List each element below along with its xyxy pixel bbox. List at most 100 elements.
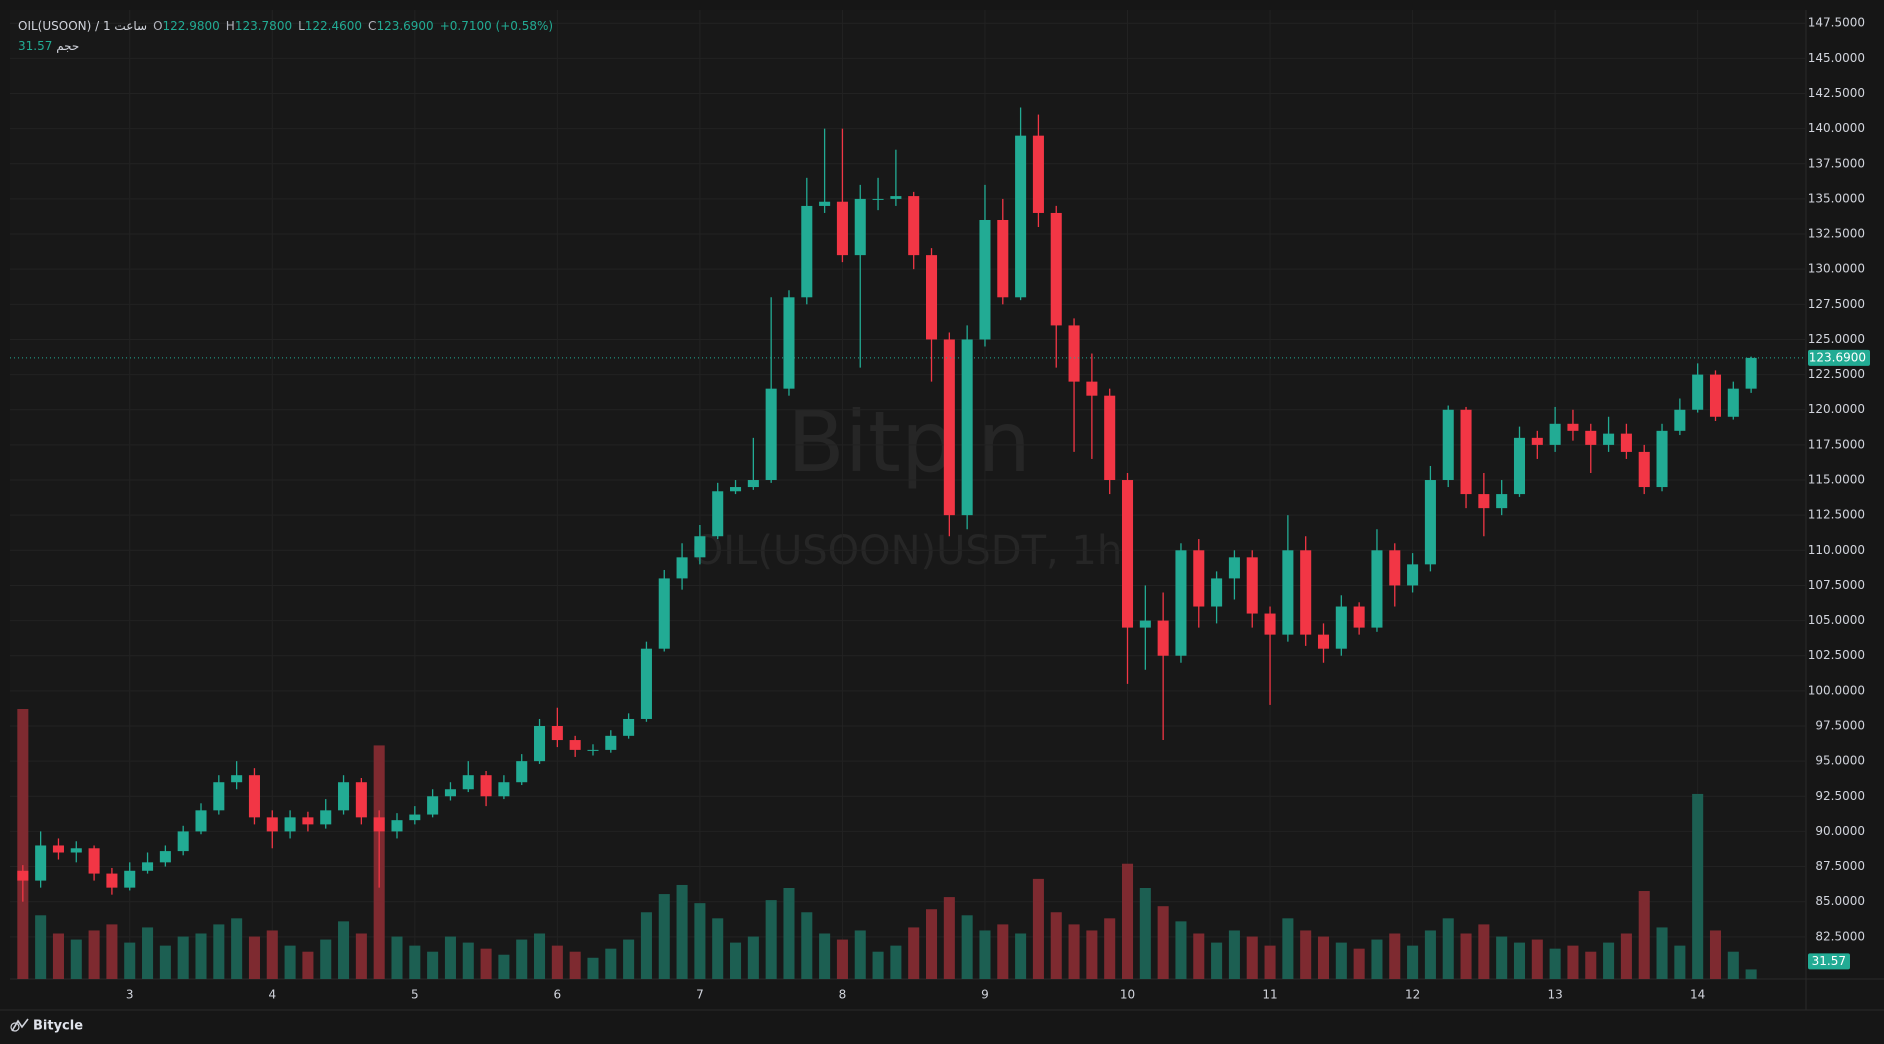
volume-bar [1727,951,1739,979]
volume-bar [52,933,64,979]
volume-bar [444,936,456,979]
candle-body [1513,437,1526,495]
volume-bar [676,884,688,979]
candle-body [1050,212,1062,326]
y-tick-label: 112.5000 [1808,508,1865,522]
candle-body [248,775,260,818]
candle-body [712,491,724,537]
candle-body [872,198,884,200]
ohlc-value: 123.7800 [234,19,293,33]
candle-body [569,740,581,750]
x-tick-label: 9 [981,988,989,1002]
volume-bar [1674,945,1686,979]
candle-body [676,557,688,579]
candle-body [640,648,652,719]
volume-bar [1335,942,1347,979]
volume-bar [1513,942,1526,979]
candle-body [302,817,314,825]
volume-bar [694,903,706,979]
y-tick-label: 90.0000 [1815,824,1865,838]
volume-bar [943,897,955,979]
plot-area [10,10,1806,979]
volume-bar [1371,939,1383,979]
candle-body [1460,409,1472,495]
candle-body [373,817,385,832]
candle-body [1638,451,1650,488]
candle-body [1692,374,1704,410]
candle-body [106,873,118,888]
candle-body [1603,433,1615,445]
volume-bar [765,900,777,979]
volume-bar [1603,942,1615,979]
candle-body [17,870,29,881]
candle-body [1353,606,1365,628]
y-tick-label: 135.0000 [1808,191,1865,205]
x-tick-label: 6 [554,988,562,1002]
y-tick-label: 102.5000 [1808,648,1865,662]
candle-body [355,782,367,818]
candle-body [320,810,332,825]
candle-body [231,775,243,783]
symbol[interactable]: OIL(USOON) / 1 ساعت [18,19,148,33]
candle-body [1193,550,1205,607]
candle-body [195,810,207,832]
volume-bar [1157,906,1169,979]
candle-body [480,775,492,797]
volume-bar [1478,924,1490,979]
volume-bar [1139,887,1151,979]
x-tick-label: 10 [1120,988,1135,1002]
volume-bar [551,945,563,979]
candle-body [587,749,599,751]
candle-body [159,851,171,863]
volume-bar [1228,930,1240,979]
volume-value: 31.57 [18,39,53,53]
volume-bar [177,936,189,979]
candle-body [534,725,546,762]
y-tick-label: 142.5000 [1808,86,1865,100]
candle-body [1335,606,1347,649]
volume-bar [783,887,795,979]
candle-body [1175,550,1187,656]
volume-bar [569,951,581,979]
candle-body [1371,550,1383,628]
y-tick-label: 132.5000 [1808,227,1865,241]
candle-body [35,845,47,881]
y-tick-label: 92.5000 [1815,789,1865,803]
candle-body [1496,494,1508,509]
volume-bar [213,924,225,979]
volume-bar [1317,936,1330,979]
watermark-symbol: OIL(USOON)USDT, 1h [692,528,1122,574]
candle-body [908,196,920,256]
footer-brand[interactable]: Bitycle [33,1019,83,1034]
y-tick-label: 107.5000 [1808,578,1865,592]
candle-body [765,388,777,481]
candle-body [605,735,617,750]
x-tick-label: 13 [1547,988,1562,1002]
candle-body [551,725,563,741]
y-tick-label: 120.0000 [1808,402,1865,416]
ohlc-value: 123.6900 [376,19,434,33]
volume-bar [302,951,314,979]
candle-body [1709,374,1722,417]
volume-bar [1638,891,1650,979]
candle-body [124,870,136,888]
candle-body [623,718,635,736]
candle-body [1015,135,1027,298]
volume-bar [409,945,421,979]
volume-bar [1175,921,1187,979]
volume-bar [1460,933,1472,979]
y-tick-label: 110.0000 [1808,543,1865,557]
y-tick-label: 87.5000 [1815,859,1865,873]
volume-bar [124,942,136,979]
volume-bar [88,930,100,979]
legend: OIL(USOON) / 1 ساعت O122.9800 H123.7800 L12… [18,16,553,56]
volume-bar [338,921,350,979]
volume-bar [908,927,920,979]
candle-body [1157,620,1169,656]
volume-bar [1264,945,1276,979]
candle-body [1656,430,1668,488]
y-tick-label: 130.0000 [1808,262,1865,276]
volume-bar [1692,793,1704,979]
candle-body [961,339,973,516]
